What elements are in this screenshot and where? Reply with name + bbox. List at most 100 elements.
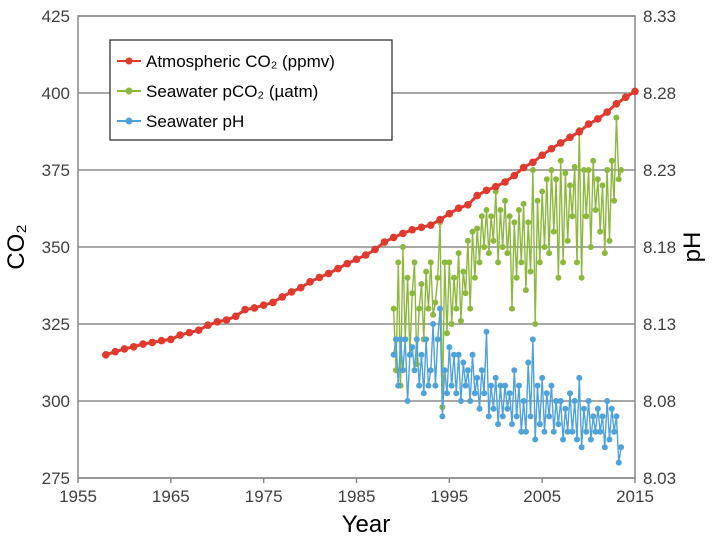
data-point bbox=[460, 268, 467, 275]
x-tick-label: 1985 bbox=[338, 487, 376, 506]
data-point bbox=[418, 351, 425, 358]
data-point bbox=[426, 221, 435, 229]
data-point bbox=[176, 331, 184, 339]
data-point bbox=[194, 326, 203, 334]
data-point bbox=[550, 228, 557, 235]
data-point bbox=[390, 305, 397, 312]
data-point bbox=[594, 115, 602, 123]
data-point bbox=[417, 223, 426, 232]
data-point bbox=[510, 171, 519, 180]
data-point bbox=[469, 351, 476, 358]
data-point bbox=[250, 304, 259, 312]
y-tick-label-left: 425 bbox=[42, 7, 70, 26]
data-point bbox=[543, 176, 550, 183]
data-point bbox=[411, 259, 418, 266]
data-point bbox=[444, 390, 451, 397]
data-point bbox=[518, 259, 525, 266]
data-point bbox=[474, 225, 481, 232]
data-point bbox=[343, 259, 352, 268]
data-point bbox=[504, 405, 511, 412]
data-point bbox=[518, 428, 525, 435]
data-point bbox=[573, 259, 580, 266]
x-axis-label: Year bbox=[342, 511, 391, 538]
data-point bbox=[497, 382, 504, 389]
data-point bbox=[566, 133, 574, 142]
data-point bbox=[506, 390, 513, 397]
data-point bbox=[120, 345, 129, 353]
data-point bbox=[529, 158, 537, 167]
y-tick-label-left: 375 bbox=[42, 161, 70, 180]
data-point bbox=[529, 167, 536, 173]
data-point bbox=[395, 382, 402, 389]
data-point bbox=[597, 428, 604, 435]
series-layer bbox=[102, 87, 639, 466]
data-point bbox=[615, 176, 622, 183]
data-point bbox=[488, 213, 495, 220]
data-point bbox=[492, 374, 499, 381]
data-point bbox=[392, 336, 399, 343]
data-point bbox=[278, 293, 287, 301]
data-point bbox=[569, 428, 576, 435]
y-tick-label-right: 8.33 bbox=[643, 7, 676, 26]
data-point bbox=[508, 421, 515, 428]
data-point bbox=[580, 405, 587, 412]
data-point bbox=[411, 367, 418, 374]
data-point bbox=[432, 382, 439, 389]
data-point bbox=[502, 382, 509, 389]
data-point bbox=[460, 359, 467, 366]
data-point bbox=[585, 167, 592, 173]
data-point bbox=[474, 374, 481, 381]
tick-labels: 275 300 325 350 375 400 425 8.03 8.08 8.13 8.18 8.2… bbox=[42, 7, 676, 506]
data-point bbox=[515, 207, 522, 214]
y-axis-label-right: pH bbox=[679, 232, 706, 263]
data-point bbox=[481, 244, 488, 250]
y-axis-label-left: CO₂ bbox=[3, 224, 30, 269]
data-point bbox=[361, 251, 370, 259]
data-point bbox=[306, 278, 314, 286]
data-point bbox=[592, 428, 599, 435]
data-point bbox=[569, 213, 576, 220]
data-point bbox=[497, 207, 504, 214]
data-point bbox=[269, 298, 277, 307]
data-point bbox=[608, 157, 615, 164]
data-point bbox=[464, 201, 472, 209]
data-point bbox=[446, 344, 453, 351]
data-point bbox=[556, 139, 565, 147]
y-tick-label-left: 350 bbox=[42, 238, 70, 257]
data-point bbox=[547, 144, 556, 153]
data-point bbox=[578, 444, 585, 451]
data-point bbox=[157, 336, 166, 345]
data-point bbox=[495, 259, 502, 266]
data-point bbox=[511, 367, 518, 374]
data-point bbox=[525, 219, 532, 226]
data-point bbox=[476, 259, 483, 266]
data-point bbox=[471, 390, 478, 397]
data-point bbox=[287, 288, 296, 296]
data-point bbox=[553, 176, 560, 183]
x-tick-label: 2005 bbox=[523, 487, 561, 506]
data-point bbox=[546, 413, 553, 420]
data-point bbox=[511, 219, 518, 226]
data-point bbox=[425, 382, 432, 389]
y-tick-label-left: 325 bbox=[42, 315, 70, 334]
data-point bbox=[478, 367, 485, 374]
data-point bbox=[532, 321, 539, 327]
data-point bbox=[371, 245, 379, 254]
data-point bbox=[455, 351, 462, 358]
data-point bbox=[427, 259, 434, 266]
data-point bbox=[464, 237, 471, 244]
data-point bbox=[539, 188, 546, 195]
x-tick-label: 1995 bbox=[430, 487, 468, 506]
legend: Atmospheric CO₂ (ppmv) Seawater pCO₂ (µat… bbox=[109, 39, 393, 141]
x-tick-label: 1955 bbox=[59, 487, 97, 506]
data-point bbox=[564, 237, 571, 244]
data-point bbox=[599, 182, 606, 189]
data-point bbox=[467, 305, 474, 312]
data-point bbox=[567, 182, 574, 189]
data-point bbox=[441, 367, 448, 374]
data-point bbox=[592, 207, 599, 214]
data-point bbox=[462, 382, 469, 389]
data-point bbox=[546, 250, 553, 257]
data-point bbox=[590, 413, 597, 420]
